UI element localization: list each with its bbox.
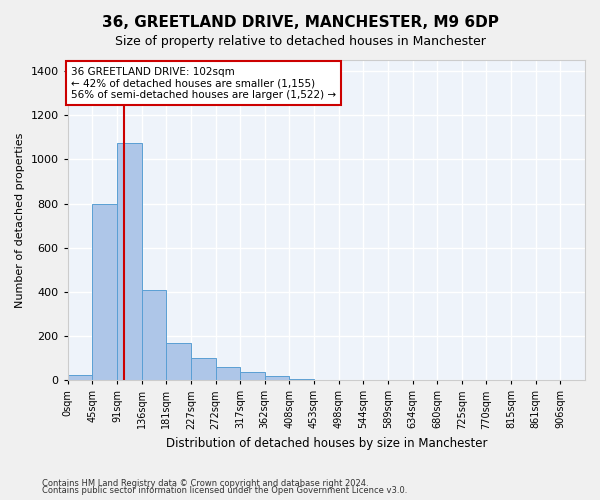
Y-axis label: Number of detached properties: Number of detached properties <box>15 132 25 308</box>
Bar <box>191 358 215 380</box>
Bar <box>215 367 240 380</box>
Bar <box>240 372 265 380</box>
Text: 36, GREETLAND DRIVE, MANCHESTER, M9 6DP: 36, GREETLAND DRIVE, MANCHESTER, M9 6DP <box>101 15 499 30</box>
Bar <box>117 143 142 380</box>
Text: Contains HM Land Registry data © Crown copyright and database right 2024.: Contains HM Land Registry data © Crown c… <box>42 478 368 488</box>
Bar <box>68 374 92 380</box>
Bar <box>142 290 166 380</box>
Bar <box>289 379 314 380</box>
Text: Size of property relative to detached houses in Manchester: Size of property relative to detached ho… <box>115 35 485 48</box>
Text: 36 GREETLAND DRIVE: 102sqm
← 42% of detached houses are smaller (1,155)
56% of s: 36 GREETLAND DRIVE: 102sqm ← 42% of deta… <box>71 66 336 100</box>
Text: Contains public sector information licensed under the Open Government Licence v3: Contains public sector information licen… <box>42 486 407 495</box>
X-axis label: Distribution of detached houses by size in Manchester: Distribution of detached houses by size … <box>166 437 487 450</box>
Bar <box>92 204 117 380</box>
Bar <box>265 376 289 380</box>
Bar <box>166 342 191 380</box>
